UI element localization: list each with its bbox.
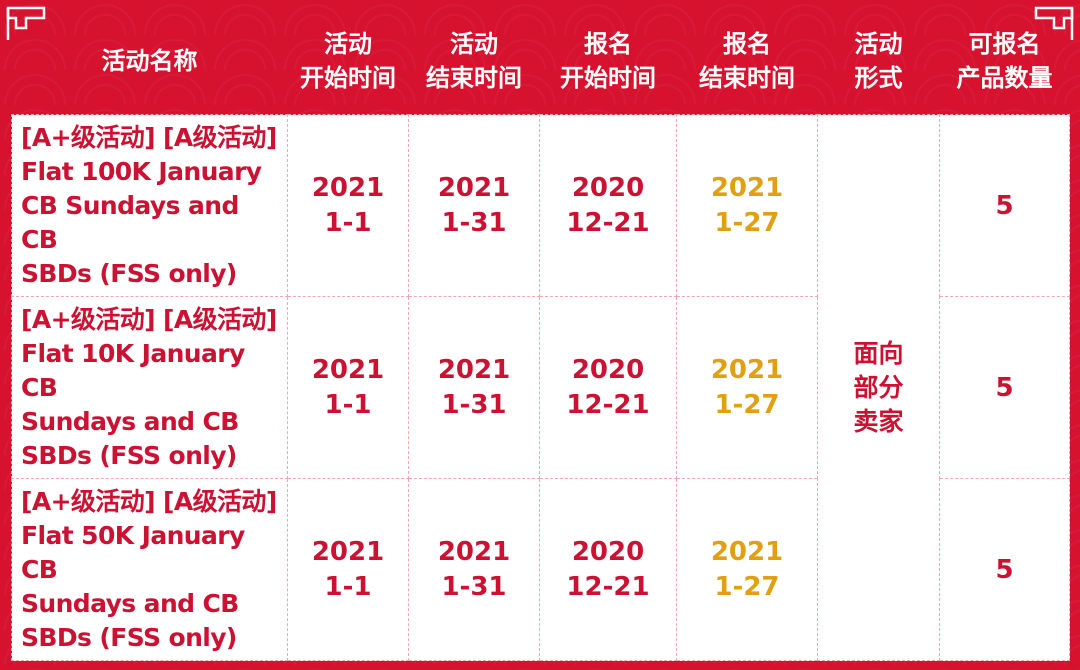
header-row: 活动名称 活动 开始时间 活动 结束时间 报名 开始时间 报名 结束时间 活动 形式 可报… — [12, 8, 1070, 115]
activity-start-cell: 2021 1-1 — [287, 296, 409, 479]
signup-end-cell: 2021 1-27 — [676, 478, 818, 661]
activity-start-cell: 2021 1-1 — [287, 478, 409, 661]
table-row: [A+级活动] [A级活动] Flat 50K January CB Sundays… — [11, 478, 1070, 661]
cloud-scroll-ornament-icon — [1020, 4, 1076, 44]
signup-end-cell: 2021 1-27 — [676, 296, 818, 479]
table-row: [A+级活动] [A级活动] Flat 100K January CB Sunday… — [11, 114, 1070, 661]
activity-end-cell: 2021 1-31 — [408, 478, 540, 661]
signup-end-cell: 2021 1-27 — [676, 114, 818, 297]
header-activity-format: 活动 形式 — [854, 30, 903, 92]
activity-name-cell: [A+级活动] [A级活动] Flat 100K January CB Sunday… — [11, 114, 288, 297]
product-count-cell: 5 — [939, 296, 1070, 479]
activity-end-cell: 2021 1-31 — [408, 114, 540, 297]
header-activity-end: 活动 结束时间 — [426, 30, 522, 92]
product-count-cell: 5 — [939, 478, 1070, 661]
header-activity-start: 活动 开始时间 — [300, 30, 396, 92]
activity-format-cell: 面向 部分 卖家 — [817, 114, 940, 661]
header-signup-start: 报名 开始时间 — [560, 30, 656, 92]
activity-start-cell: 2021 1-1 — [287, 114, 409, 297]
cloud-scroll-ornament-icon — [4, 4, 60, 44]
signup-start-cell: 2020 12-21 — [539, 296, 677, 479]
activity-end-cell: 2021 1-31 — [408, 296, 540, 479]
product-count-cell: 5 — [939, 114, 1070, 297]
table-row: [A+级活动] [A级活动] Flat 10K January CB Sundays… — [11, 296, 1070, 479]
activity-name-cell: [A+级活动] [A级活动] Flat 50K January CB Sundays… — [11, 478, 288, 661]
signup-start-cell: 2020 12-21 — [539, 478, 677, 661]
header-activity-name: 活动名称 — [101, 47, 198, 75]
header-signup-end: 报名 结束时间 — [699, 30, 795, 92]
activity-schedule-table: 活动名称 活动 开始时间 活动 结束时间 报名 开始时间 报名 结束时间 活动 形式 可报… — [11, 8, 1070, 661]
activity-name-cell: [A+级活动] [A级活动] Flat 10K January CB Sundays… — [11, 296, 288, 479]
signup-start-cell: 2020 12-21 — [539, 114, 677, 297]
header-product-count: 可报名 产品数量 — [956, 30, 1053, 92]
